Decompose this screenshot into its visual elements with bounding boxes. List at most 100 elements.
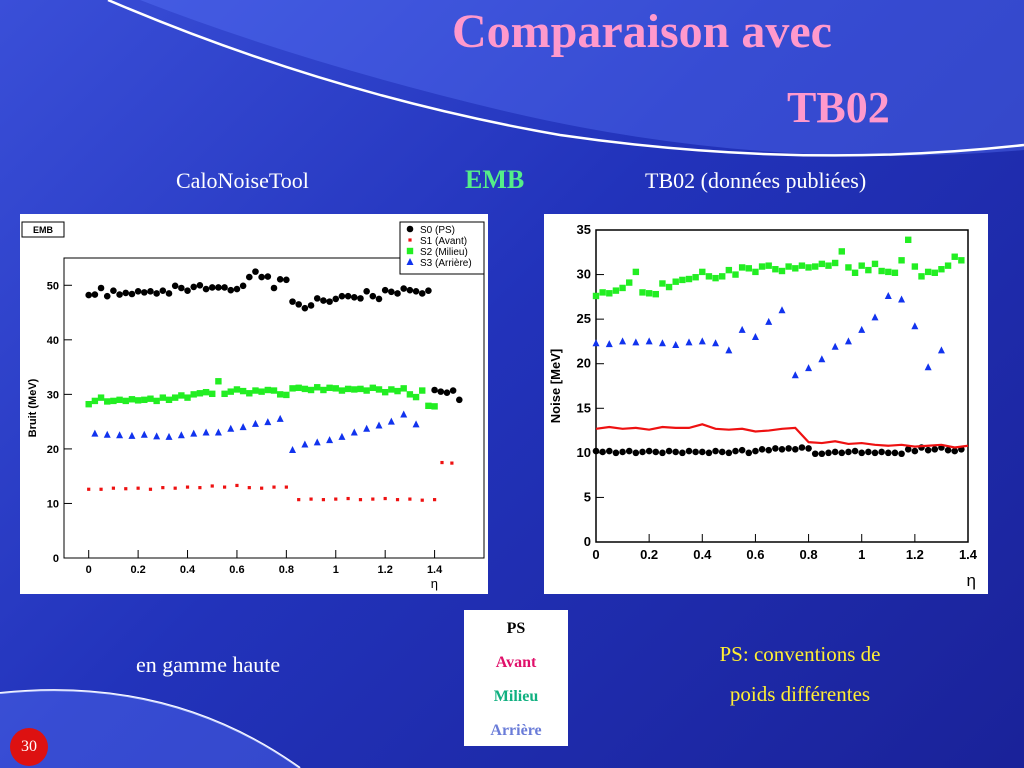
series-2-point [699, 268, 706, 276]
chart-calonoisetool: 0 10 20 30 40 50 0 0.2 0.4 0.6 0.8 1 1.2 1.4η Bruit (M… [21, 221, 485, 591]
series-2-point [307, 386, 315, 394]
series-2-point [363, 387, 370, 394]
series-2-point [712, 274, 719, 282]
series-2-point [612, 287, 620, 294]
series-0-point [425, 287, 432, 295]
series-3-point [326, 436, 334, 444]
series-2-point [246, 390, 253, 397]
series-1-point [297, 498, 301, 502]
series-3-point [190, 429, 198, 437]
series-3-point [289, 446, 297, 453]
y-tick-label: 40 [47, 335, 59, 347]
legend-milieu: Milieu [493, 688, 539, 705]
series-3-point [805, 364, 813, 372]
series-1-point [99, 487, 103, 491]
series-2-point [845, 264, 852, 271]
series-2-point [732, 271, 739, 278]
series-2-point [785, 263, 792, 270]
series-2-point [159, 394, 167, 401]
series-3-point [844, 337, 852, 345]
emb-box-label: EMB [33, 225, 54, 235]
x-tick-label: 1 [858, 547, 865, 562]
series-1-point [346, 496, 350, 501]
series-0-point [665, 447, 673, 455]
series-3-point [791, 371, 799, 379]
series-0-point [165, 290, 173, 297]
series-3-point [871, 313, 879, 321]
series-0-point [437, 388, 445, 395]
x-tick-label: 1 [333, 564, 339, 576]
series-0-point [412, 287, 420, 295]
series-3-point [685, 338, 693, 346]
series-1-point [124, 487, 128, 491]
chart-panel-tb02: 0 5 10 15 20 25 30 35 0 0.2 0.4 0.6 0.8 1 1.2 1.4 η Noise… [544, 214, 988, 594]
series-3-point [884, 291, 892, 299]
series-2-point [885, 268, 892, 276]
series-0-point [388, 288, 395, 296]
series-0-point [338, 292, 346, 300]
series-0-point [301, 304, 309, 312]
series-0-point [91, 291, 99, 298]
series-0-point [858, 449, 866, 457]
series-0-point [944, 446, 952, 454]
series-2-point [252, 387, 259, 394]
note-ps-conventions: PS: conventions de poids différentes [719, 642, 881, 706]
series-0-point [692, 448, 699, 456]
series-3-point [251, 419, 259, 427]
series-2-point [412, 393, 420, 401]
series-3-point [592, 339, 600, 347]
series-2-point [738, 264, 746, 271]
series-0-point [652, 448, 660, 456]
series-2-point [905, 236, 912, 244]
series-1-point [272, 485, 276, 489]
series-0-point [891, 449, 899, 457]
x-tick-label: 0.6 [746, 547, 764, 562]
series-0-point [698, 448, 706, 456]
series-0-point [924, 446, 932, 454]
series-2-point [289, 385, 296, 392]
series-2-point [626, 279, 633, 286]
series-0-point [184, 287, 191, 295]
series-2-point [752, 268, 759, 276]
series-3-point [140, 430, 148, 438]
series-2-point [958, 257, 965, 264]
x-tick-label: 0.8 [279, 564, 294, 576]
color-legend: PS Avant Milieu Arrière [464, 610, 568, 746]
series-1-point [432, 498, 437, 502]
series-0-point [904, 445, 912, 453]
series-3-point [645, 337, 653, 345]
series-1-point [420, 498, 424, 502]
legend-entry: S0 (PS) [420, 225, 455, 236]
series-2-point [632, 268, 640, 276]
series-0-point [202, 285, 210, 293]
series-2-point [320, 386, 327, 394]
series-0-point [449, 387, 457, 394]
series-0-point [140, 289, 148, 296]
series-2-point [719, 273, 726, 280]
series-0-point [672, 448, 680, 456]
series-3-point [738, 325, 746, 333]
series-0-point [221, 284, 228, 291]
plot-frame [63, 257, 485, 559]
series-2-point [918, 273, 925, 280]
series-2-point [233, 386, 241, 393]
y-tick-label: 0 [584, 534, 591, 549]
x-tick-label: 1.4 [959, 547, 978, 562]
series-0-point [625, 447, 633, 455]
series-3-point [751, 332, 759, 340]
series-0-point [171, 282, 179, 290]
series-0-point [400, 285, 408, 292]
series-2-point [209, 390, 216, 398]
x-tick-label: 0.6 [229, 564, 244, 576]
series-1-point [309, 497, 313, 501]
series-2-point [351, 386, 358, 393]
series-0-point [215, 284, 222, 291]
series-2-point [394, 387, 401, 395]
y-axis-label: Bruit (MeV) [27, 378, 39, 437]
series-0-point [738, 446, 746, 454]
series-2-point [301, 385, 309, 393]
series-2-point [838, 248, 845, 255]
x-tick-label: 0.4 [180, 564, 196, 576]
series-2-point [196, 390, 204, 397]
x-axis-label: η [967, 571, 976, 590]
